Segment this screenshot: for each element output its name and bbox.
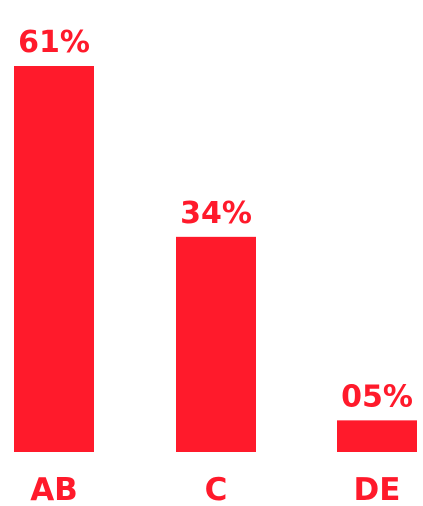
category-label-c: C [205, 472, 228, 506]
data-label-c: 34% [180, 196, 252, 231]
bar-c [176, 236, 256, 452]
data-labels-group: 61% 34% 05% [18, 25, 413, 414]
category-label-de: DE [354, 472, 401, 506]
bars-group [14, 66, 417, 452]
data-label-de: 05% [341, 379, 413, 414]
bar-de [337, 420, 417, 452]
category-label-ab: AB [30, 472, 78, 506]
category-labels-group: AB C DE [30, 472, 400, 506]
data-label-ab: 61% [18, 25, 90, 60]
bar-ab [14, 66, 94, 452]
